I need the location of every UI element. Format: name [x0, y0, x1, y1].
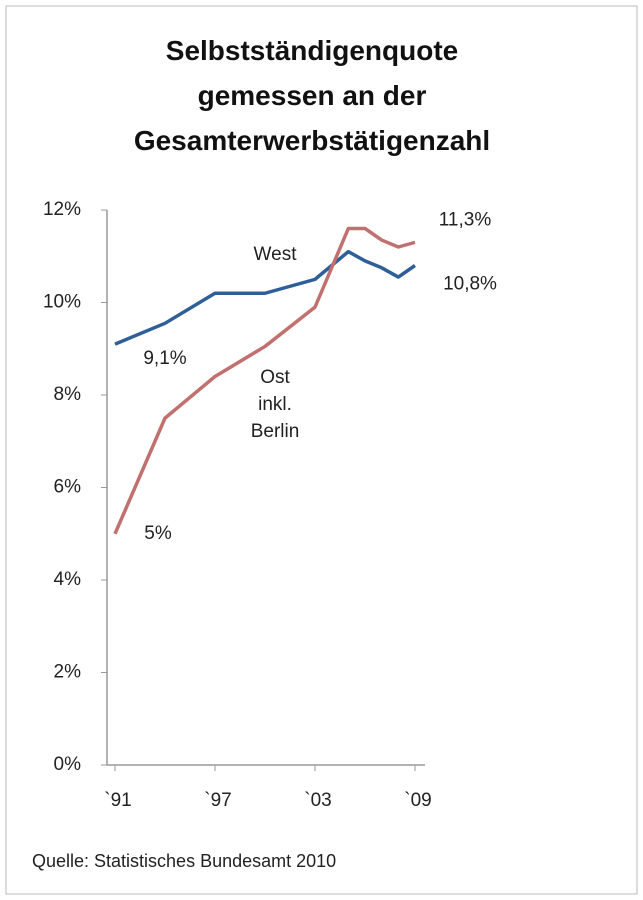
- x-tick-label: `91: [104, 790, 131, 811]
- y-tick-label: 8%: [54, 384, 82, 405]
- frame: [5, 5, 638, 895]
- value-label: 9,1%: [143, 348, 186, 369]
- y-tick-label: 2%: [54, 662, 82, 683]
- y-tick-label: 10%: [43, 292, 81, 313]
- series-label: West: [254, 244, 298, 265]
- chart-title: Selbstständigenquote gemessen an der Ges…: [133, 35, 491, 156]
- series-line: [113, 226, 416, 535]
- y-tick-label: 12%: [43, 199, 81, 220]
- source: Quelle: Statistisches Bundesamt 2010: [32, 851, 336, 871]
- series-line: [114, 249, 416, 346]
- value-label: 5%: [144, 523, 172, 544]
- y-tick-label: 4%: [54, 569, 82, 590]
- y-tick-label: 0%: [54, 754, 82, 775]
- x-tick-label: `97: [204, 790, 231, 811]
- series-label: Ost inkl. Berlin: [251, 367, 300, 442]
- value-label: 11,3%: [439, 209, 492, 230]
- value-label: 10,8%: [443, 274, 497, 295]
- x-tick-label: `09: [404, 790, 431, 811]
- x-tick-label: `03: [304, 790, 331, 811]
- y-tick-label: 6%: [54, 477, 82, 498]
